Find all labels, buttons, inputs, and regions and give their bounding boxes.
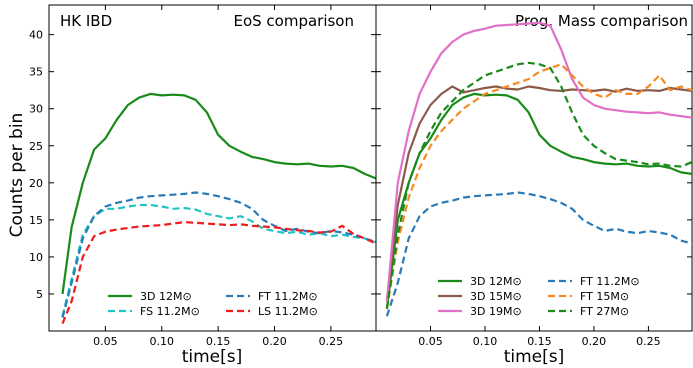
legend-entry: 3D 15M⊙ bbox=[470, 290, 522, 303]
legend-entry: LS 11.2M⊙ bbox=[258, 305, 318, 318]
x-tick-label: 0.10 bbox=[473, 335, 498, 348]
panel-mass-title: Prog. Mass comparison bbox=[515, 12, 688, 30]
x-tick-label: 0.05 bbox=[93, 335, 118, 348]
y-tick-label: 40 bbox=[29, 29, 43, 42]
x-tick-label: 0.15 bbox=[527, 335, 552, 348]
series-line-1-0 bbox=[385, 92, 692, 309]
series-line-1-2 bbox=[385, 21, 692, 302]
panel-prog-mass-comparison: Prog. Mass comparison time[s] 0.05 0.10 0.… bbox=[375, 4, 693, 367]
x-tick-label: 0.15 bbox=[206, 335, 231, 348]
y-tick-label: 15 bbox=[29, 214, 43, 227]
x-tick-label: 0.05 bbox=[418, 335, 443, 348]
y-tick-label: 25 bbox=[29, 140, 43, 153]
panel-eos-comparison: HK IBD EoS comparison time[s] 0.05 0.10 0.… bbox=[29, 4, 377, 367]
legend-entry: 3D 19M⊙ bbox=[470, 305, 522, 318]
legend-entry: FT 11.2M⊙ bbox=[258, 290, 318, 303]
legend-entry: FT 27M⊙ bbox=[580, 305, 629, 318]
x-tick-label: 0.20 bbox=[582, 335, 607, 348]
x-tick-label: 0.10 bbox=[150, 335, 175, 348]
y-tick-label: 20 bbox=[29, 177, 43, 190]
series-line-0-1 bbox=[61, 203, 376, 317]
y-tick-label: 10 bbox=[29, 251, 43, 264]
legend-entry: FT 11.2M⊙ bbox=[580, 275, 640, 288]
y-tick-label: 30 bbox=[29, 103, 43, 116]
legend-entry: 3D 12M⊙ bbox=[140, 290, 192, 303]
legend-entry: FT 15M⊙ bbox=[580, 290, 629, 303]
panel-eos-title: EoS comparison bbox=[233, 12, 354, 30]
x-tick-label: 0.25 bbox=[636, 335, 661, 348]
x-tick-label: 0.25 bbox=[319, 335, 344, 348]
y-axis-label: Counts per bin bbox=[7, 113, 27, 238]
series-line-0-3 bbox=[61, 221, 376, 325]
x-tick-label: 0.20 bbox=[262, 335, 287, 348]
series-line-1-5 bbox=[385, 61, 692, 309]
series-line-1-4 bbox=[385, 63, 692, 309]
series-line-1-3 bbox=[385, 191, 692, 317]
y-tick-label: 35 bbox=[29, 66, 43, 79]
series-line-0-0 bbox=[61, 92, 376, 295]
panel-mass-plot-area bbox=[375, 4, 693, 332]
legend-entry: FS 11.2M⊙ bbox=[140, 305, 200, 318]
panel-mass-x-axis-label: time[s] bbox=[504, 347, 565, 367]
panel-mass-frame bbox=[375, 4, 693, 332]
panel-eos-label: HK IBD bbox=[60, 12, 112, 30]
legend-entry: 3D 12M⊙ bbox=[470, 275, 522, 288]
series-line-0-2 bbox=[61, 191, 376, 318]
panel-eos-x-axis-label: time[s] bbox=[182, 347, 243, 367]
y-tick-label: 5 bbox=[36, 288, 43, 301]
